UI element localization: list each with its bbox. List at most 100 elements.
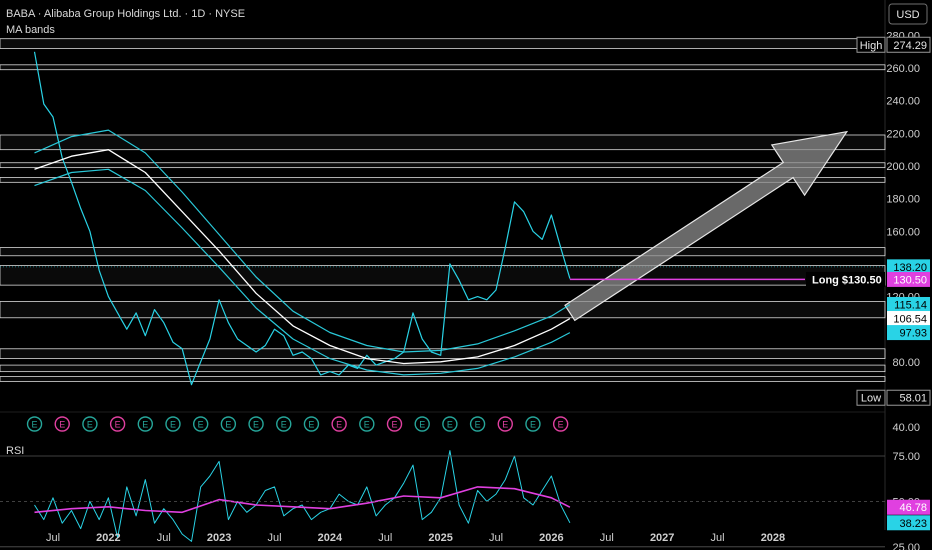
zone-band-3 bbox=[0, 162, 886, 169]
series-baba bbox=[33, 51, 571, 386]
price-tick-label: 80.00 bbox=[892, 357, 920, 369]
earnings-letter: E bbox=[225, 420, 231, 430]
rsi-badge-text: 38.23 bbox=[899, 518, 927, 530]
earnings-letter: E bbox=[87, 420, 93, 430]
price-tick-label: 180.00 bbox=[886, 194, 920, 206]
earnings-letter: E bbox=[502, 420, 508, 430]
price-badge-cyan: 115.14 bbox=[887, 296, 930, 312]
earnings-icon bbox=[359, 416, 375, 432]
price-tick-label: 40.00 bbox=[892, 422, 920, 434]
price-badge-text: 97.93 bbox=[899, 328, 927, 340]
earnings-letter: E bbox=[32, 420, 38, 430]
earnings-marker: E bbox=[552, 416, 569, 432]
rsi-badge-box bbox=[887, 515, 930, 531]
price-badge-prefix: High bbox=[860, 40, 883, 52]
series-ma-band-lower bbox=[34, 168, 571, 376]
earnings-icon bbox=[386, 416, 403, 432]
earnings-icon bbox=[26, 416, 43, 432]
earnings-icon bbox=[165, 416, 181, 432]
earnings-marker: E bbox=[303, 416, 320, 432]
earnings-marker: E bbox=[165, 416, 181, 432]
zone-band-7 bbox=[0, 301, 886, 319]
rsi-label: RSI bbox=[6, 445, 24, 457]
rsi-badge-cyan: 38.23 bbox=[887, 515, 930, 531]
earnings-icon bbox=[220, 416, 237, 432]
earnings-marker: E bbox=[331, 416, 347, 432]
price-tick-label: 160.00 bbox=[886, 226, 920, 238]
rsi-badge-magenta: 46.78 bbox=[887, 499, 930, 515]
zone-band-4 bbox=[0, 177, 886, 183]
earnings-letter: E bbox=[336, 420, 342, 430]
earnings-icon bbox=[303, 416, 320, 432]
time-tick-label: Jul bbox=[711, 532, 725, 544]
time-tick-label: Jul bbox=[489, 532, 503, 544]
time-tick-label: 2027 bbox=[650, 532, 674, 544]
time-tick-label: Jul bbox=[600, 532, 614, 544]
zone-band-6 bbox=[0, 265, 886, 286]
price-tick-label: 220.00 bbox=[886, 128, 920, 140]
zone-band-10 bbox=[0, 376, 886, 382]
earnings-letter: E bbox=[142, 420, 148, 430]
earnings-marker: E bbox=[359, 416, 375, 432]
rsi-badge-box bbox=[887, 499, 930, 515]
projection-arrow bbox=[564, 130, 849, 322]
earnings-marker: E bbox=[525, 416, 541, 432]
earnings-icon bbox=[497, 416, 513, 432]
earnings-letter: E bbox=[419, 420, 425, 430]
currency-button[interactable] bbox=[888, 3, 928, 25]
price-badge-magenta: 130.50 bbox=[887, 271, 930, 287]
earnings-letter: E bbox=[475, 420, 481, 430]
price-badge-cyan: 138.20 bbox=[887, 259, 930, 275]
earnings-marker: E bbox=[220, 416, 237, 432]
earnings-icon bbox=[192, 416, 209, 432]
time-tick-label: 2025 bbox=[428, 532, 452, 544]
earnings-letter: E bbox=[170, 420, 176, 430]
earnings-icon bbox=[276, 416, 292, 432]
earnings-marker: E bbox=[248, 416, 264, 432]
rsi-tick-label: 75.00 bbox=[892, 451, 920, 463]
price-badge-prefix-box bbox=[856, 36, 886, 53]
earnings-marker: E bbox=[82, 416, 98, 432]
earnings-letter: E bbox=[447, 420, 453, 430]
earnings-marker: E bbox=[192, 416, 209, 432]
position-label-text: Long $130.50 bbox=[812, 274, 882, 286]
earnings-icon bbox=[525, 416, 541, 432]
earnings-letter: E bbox=[364, 420, 370, 430]
series-ma bbox=[34, 149, 571, 365]
price-badge-low: 58.01 Low bbox=[856, 389, 931, 406]
rsi-tick-label: 25.00 bbox=[892, 542, 920, 550]
rsi-badge-text: 46.78 bbox=[899, 502, 927, 514]
price-tick-label: 260.00 bbox=[886, 63, 920, 75]
earnings-marker: E bbox=[276, 416, 292, 432]
price-badge-prefix: Low bbox=[861, 393, 881, 405]
earnings-marker: E bbox=[386, 416, 403, 432]
earnings-letter: E bbox=[308, 420, 314, 430]
time-tick-label: 2024 bbox=[318, 532, 343, 544]
earnings-letter: E bbox=[253, 420, 259, 430]
earnings-icon bbox=[248, 416, 264, 432]
earnings-icon bbox=[331, 416, 347, 432]
zone-band-2 bbox=[0, 134, 886, 151]
price-badge-box bbox=[886, 36, 931, 53]
time-tick-label: Jul bbox=[46, 532, 60, 544]
earnings-icon bbox=[469, 416, 486, 432]
earnings-marker: E bbox=[109, 416, 126, 432]
earnings-letter: E bbox=[392, 420, 398, 430]
earnings-letter: E bbox=[115, 420, 121, 430]
zone-band-9 bbox=[0, 364, 886, 373]
earnings-marker: E bbox=[54, 416, 70, 432]
price-badge-text: 106.54 bbox=[893, 314, 927, 326]
series-ma-band-upper bbox=[34, 129, 571, 353]
time-tick-label: 2022 bbox=[96, 532, 120, 544]
earnings-marker: E bbox=[137, 416, 154, 432]
price-tick-label: 240.00 bbox=[886, 96, 920, 108]
series-rsi-ma bbox=[34, 486, 571, 514]
price-badge-text: 115.14 bbox=[894, 299, 927, 311]
time-tick-label: 2023 bbox=[207, 532, 231, 544]
price-badge-prefix-box bbox=[856, 389, 886, 406]
price-badge-white: 106.54 bbox=[887, 311, 930, 327]
currency-label: USD bbox=[896, 9, 919, 21]
earnings-icon bbox=[54, 416, 70, 432]
